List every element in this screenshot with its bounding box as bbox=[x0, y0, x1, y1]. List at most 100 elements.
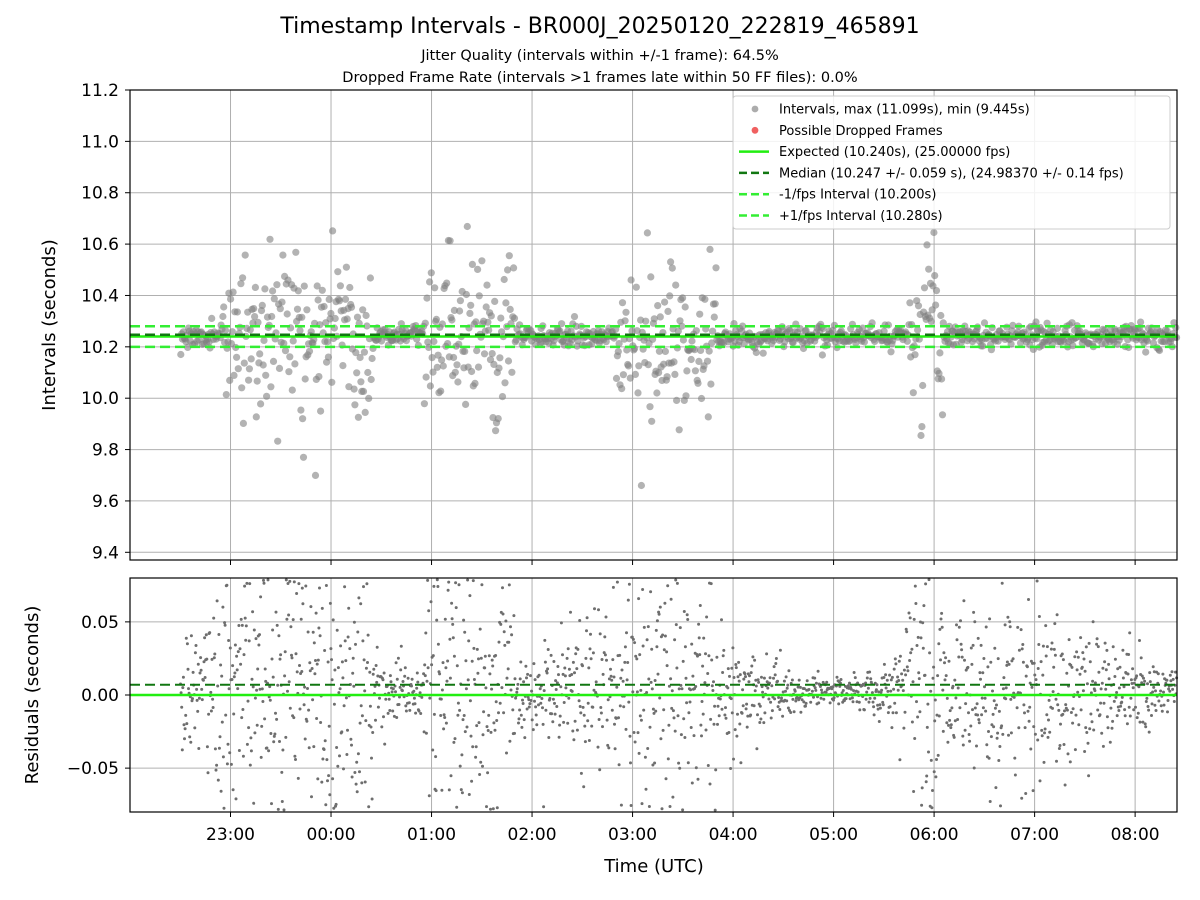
residual-point bbox=[615, 685, 619, 689]
residual-point bbox=[1019, 628, 1023, 632]
residual-point bbox=[963, 728, 967, 732]
interval-point bbox=[266, 235, 274, 243]
residual-point bbox=[721, 654, 725, 658]
residual-point bbox=[368, 704, 372, 708]
residual-point bbox=[1054, 697, 1058, 701]
residual-point bbox=[773, 697, 777, 701]
residual-point bbox=[565, 656, 569, 660]
residual-point bbox=[1100, 681, 1104, 685]
residual-point bbox=[219, 789, 223, 793]
residual-point bbox=[623, 660, 627, 664]
residual-point bbox=[475, 724, 479, 728]
residual-point bbox=[376, 705, 380, 709]
residual-point bbox=[231, 788, 235, 792]
residual-point bbox=[352, 620, 356, 624]
residual-point bbox=[689, 726, 693, 729]
residual-point bbox=[662, 708, 666, 712]
residual-point bbox=[655, 645, 659, 649]
residual-point bbox=[944, 674, 948, 678]
x-tick-label: 08:00 bbox=[1111, 825, 1160, 845]
residual-point bbox=[857, 700, 861, 704]
residual-point bbox=[967, 733, 971, 736]
residual-point bbox=[802, 687, 806, 691]
residual-point bbox=[945, 696, 949, 700]
residual-point bbox=[1139, 656, 1143, 660]
interval-point bbox=[274, 437, 282, 445]
residual-point bbox=[551, 697, 555, 701]
residual-point bbox=[1069, 663, 1073, 667]
residual-point bbox=[619, 803, 623, 807]
interval-point bbox=[233, 308, 241, 316]
residual-point bbox=[296, 776, 300, 780]
residual-point bbox=[554, 679, 558, 683]
residual-point bbox=[672, 716, 676, 720]
residual-point bbox=[278, 657, 282, 661]
residual-point bbox=[599, 706, 603, 709]
residual-point bbox=[1152, 670, 1156, 674]
residual-point bbox=[977, 718, 981, 722]
residual-point bbox=[486, 729, 490, 732]
residual-point bbox=[730, 711, 734, 715]
residual-point bbox=[359, 602, 363, 606]
interval-point bbox=[1009, 321, 1017, 329]
interval-point bbox=[979, 342, 987, 350]
residual-point bbox=[918, 710, 922, 714]
residual-point bbox=[271, 675, 275, 679]
residual-point bbox=[456, 701, 460, 705]
residual-point bbox=[624, 727, 628, 731]
residual-point bbox=[753, 689, 757, 693]
residual-point bbox=[654, 628, 658, 632]
residual-point bbox=[352, 684, 356, 688]
residual-point bbox=[245, 581, 249, 585]
residual-point bbox=[989, 735, 993, 739]
interval-point bbox=[453, 361, 461, 369]
residuals-axes: 23:00 00:00 01:00 02:00 03:00 04:00 05:00 06:00… bbox=[67, 613, 1160, 845]
residual-point bbox=[686, 618, 690, 621]
residual-point bbox=[303, 737, 307, 741]
residual-point bbox=[368, 670, 372, 674]
residual-point bbox=[1154, 709, 1158, 712]
residual-point bbox=[314, 659, 317, 662]
residual-point bbox=[454, 606, 458, 610]
residual-point bbox=[898, 758, 902, 762]
residual-point bbox=[187, 687, 190, 691]
residual-point bbox=[523, 736, 527, 740]
residual-point bbox=[697, 636, 701, 640]
legend-label: Expected (10.240s), (25.00000 fps) bbox=[779, 145, 1010, 160]
y-tick-label: −0.05 bbox=[67, 759, 119, 779]
interval-point bbox=[936, 349, 944, 357]
interval-point bbox=[450, 306, 458, 314]
residual-point bbox=[1128, 631, 1132, 635]
residual-point bbox=[1040, 734, 1044, 738]
residual-point bbox=[690, 781, 694, 785]
residual-point bbox=[960, 648, 964, 652]
residual-point bbox=[303, 685, 307, 689]
x-tick-label: 03:00 bbox=[608, 825, 657, 845]
legend-box bbox=[732, 95, 1171, 230]
interval-point bbox=[351, 401, 359, 409]
residual-point bbox=[183, 727, 187, 731]
residual-point bbox=[512, 614, 516, 618]
residual-point bbox=[736, 675, 740, 679]
residual-point bbox=[698, 653, 702, 657]
interval-point bbox=[346, 283, 354, 292]
residual-point bbox=[1000, 724, 1004, 728]
residual-point bbox=[251, 610, 255, 614]
residual-point bbox=[447, 580, 451, 584]
residual-point bbox=[434, 789, 438, 793]
residual-point bbox=[893, 701, 897, 705]
residual-point bbox=[1142, 676, 1145, 680]
residual-point bbox=[904, 627, 908, 631]
residual-point bbox=[337, 691, 341, 695]
residual-point bbox=[1022, 703, 1026, 707]
residual-point bbox=[1079, 636, 1083, 640]
residual-point bbox=[799, 710, 803, 714]
residual-point bbox=[889, 689, 893, 693]
interval-point bbox=[307, 328, 315, 336]
residual-point bbox=[992, 699, 996, 703]
residual-point bbox=[540, 697, 544, 700]
residual-point bbox=[903, 710, 907, 714]
residual-point bbox=[641, 588, 645, 591]
interval-point bbox=[422, 373, 430, 381]
residual-point bbox=[796, 685, 800, 689]
